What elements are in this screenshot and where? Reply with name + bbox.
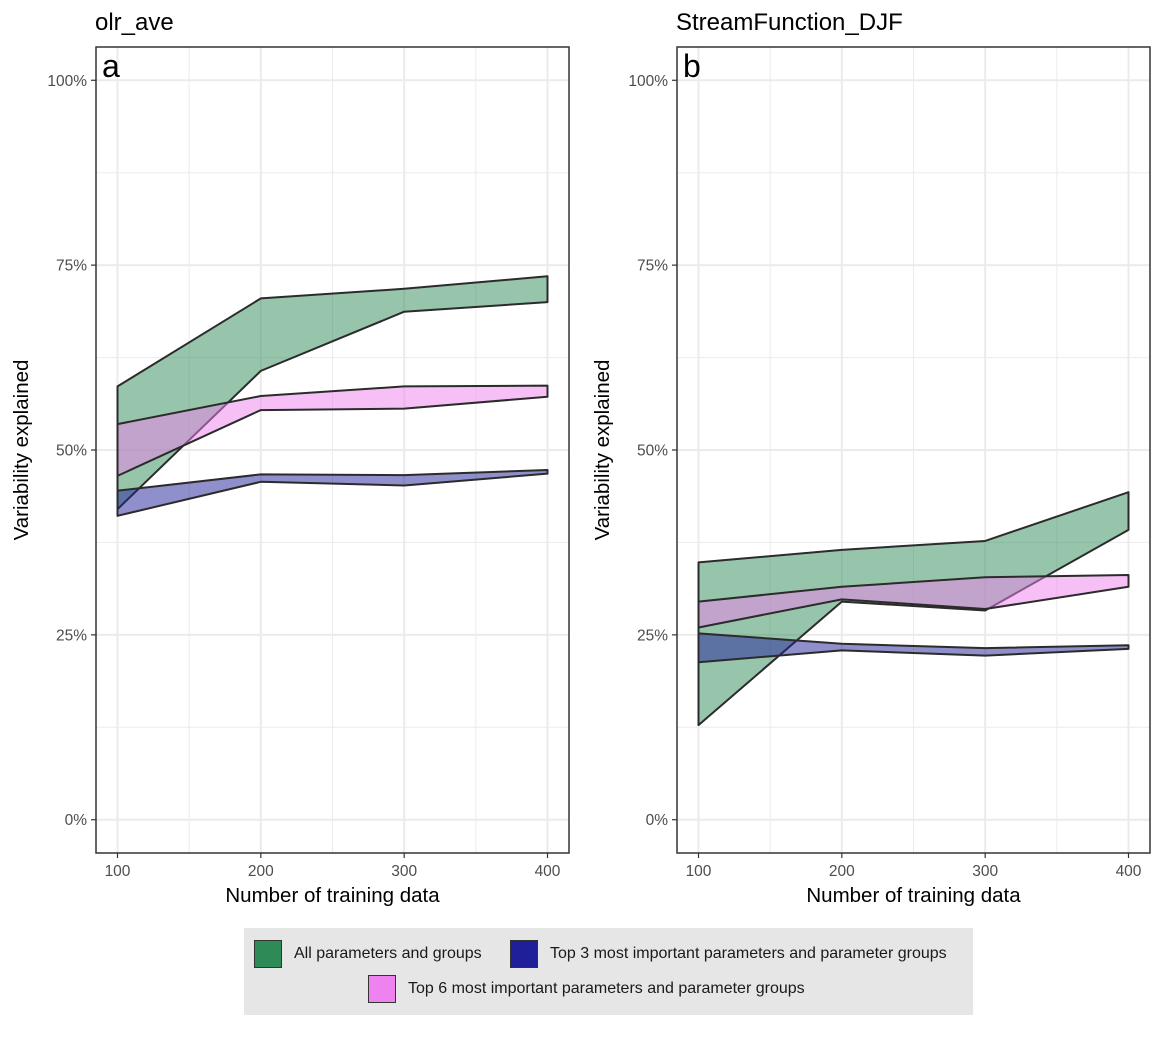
legend-item-top6: Top 6 most important parameters and para… xyxy=(368,975,805,1003)
ribbon-top6 xyxy=(697,573,1130,629)
ribbon-top3 xyxy=(116,468,549,517)
ribbon-top6 xyxy=(116,384,549,477)
panel-letter: a xyxy=(102,48,120,84)
x-tick-label: 400 xyxy=(1116,863,1142,880)
y-tick-label: 75% xyxy=(56,258,87,275)
x-tick-label: 300 xyxy=(972,863,998,880)
y-tick-label: 0% xyxy=(65,812,88,829)
y-tick-label: 100% xyxy=(628,73,668,90)
legend-swatch-top3 xyxy=(510,940,538,968)
x-tick-label: 100 xyxy=(686,863,712,880)
x-tick-label: 400 xyxy=(535,863,561,880)
legend-item-all: All parameters and groups xyxy=(254,940,482,968)
ribbon-top3 xyxy=(697,632,1130,664)
panel-title: olr_ave xyxy=(95,9,174,36)
legend-label-top6: Top 6 most important parameters and para… xyxy=(408,980,805,997)
panel-a: 0% 25% 50% 75% 100% 100 200 300 400 Number of tra… xyxy=(10,9,570,907)
x-tick-label: 200 xyxy=(829,863,855,880)
legend-label-top3: Top 3 most important parameters and para… xyxy=(550,945,947,962)
legend-swatch-top6 xyxy=(368,975,396,1003)
legend: All parameters and groups Top 3 most imp… xyxy=(244,928,973,1015)
y-tick-label: 75% xyxy=(637,258,668,275)
ribbon-all xyxy=(116,275,549,511)
x-tick-label: 300 xyxy=(391,863,417,880)
y-tick-label: 100% xyxy=(47,73,87,90)
y-tick-label: 0% xyxy=(646,812,669,829)
panel-title: StreamFunction_DJF xyxy=(676,9,903,36)
y-tick-label: 50% xyxy=(637,443,668,460)
x-axis-title: Number of training data xyxy=(806,884,1021,907)
y-axis-title: Variability explained xyxy=(10,360,33,541)
panel-letter: b xyxy=(683,48,701,84)
x-axis-title: Number of training data xyxy=(225,884,440,907)
x-tick-label: 100 xyxy=(105,863,131,880)
x-tick-label: 200 xyxy=(248,863,274,880)
legend-swatch-all xyxy=(254,940,282,968)
y-axis-title: Variability explained xyxy=(591,360,614,541)
legend-item-top3: Top 3 most important parameters and para… xyxy=(510,940,947,968)
legend-label-all: All parameters and groups xyxy=(294,945,482,962)
ribbon-all xyxy=(697,491,1130,727)
panel-b: 0% 25% 50% 75% 100% 100 200 300 400 Number of tra… xyxy=(591,9,1151,907)
y-tick-label: 25% xyxy=(637,627,668,644)
y-tick-label: 25% xyxy=(56,627,87,644)
y-tick-label: 50% xyxy=(56,443,87,460)
